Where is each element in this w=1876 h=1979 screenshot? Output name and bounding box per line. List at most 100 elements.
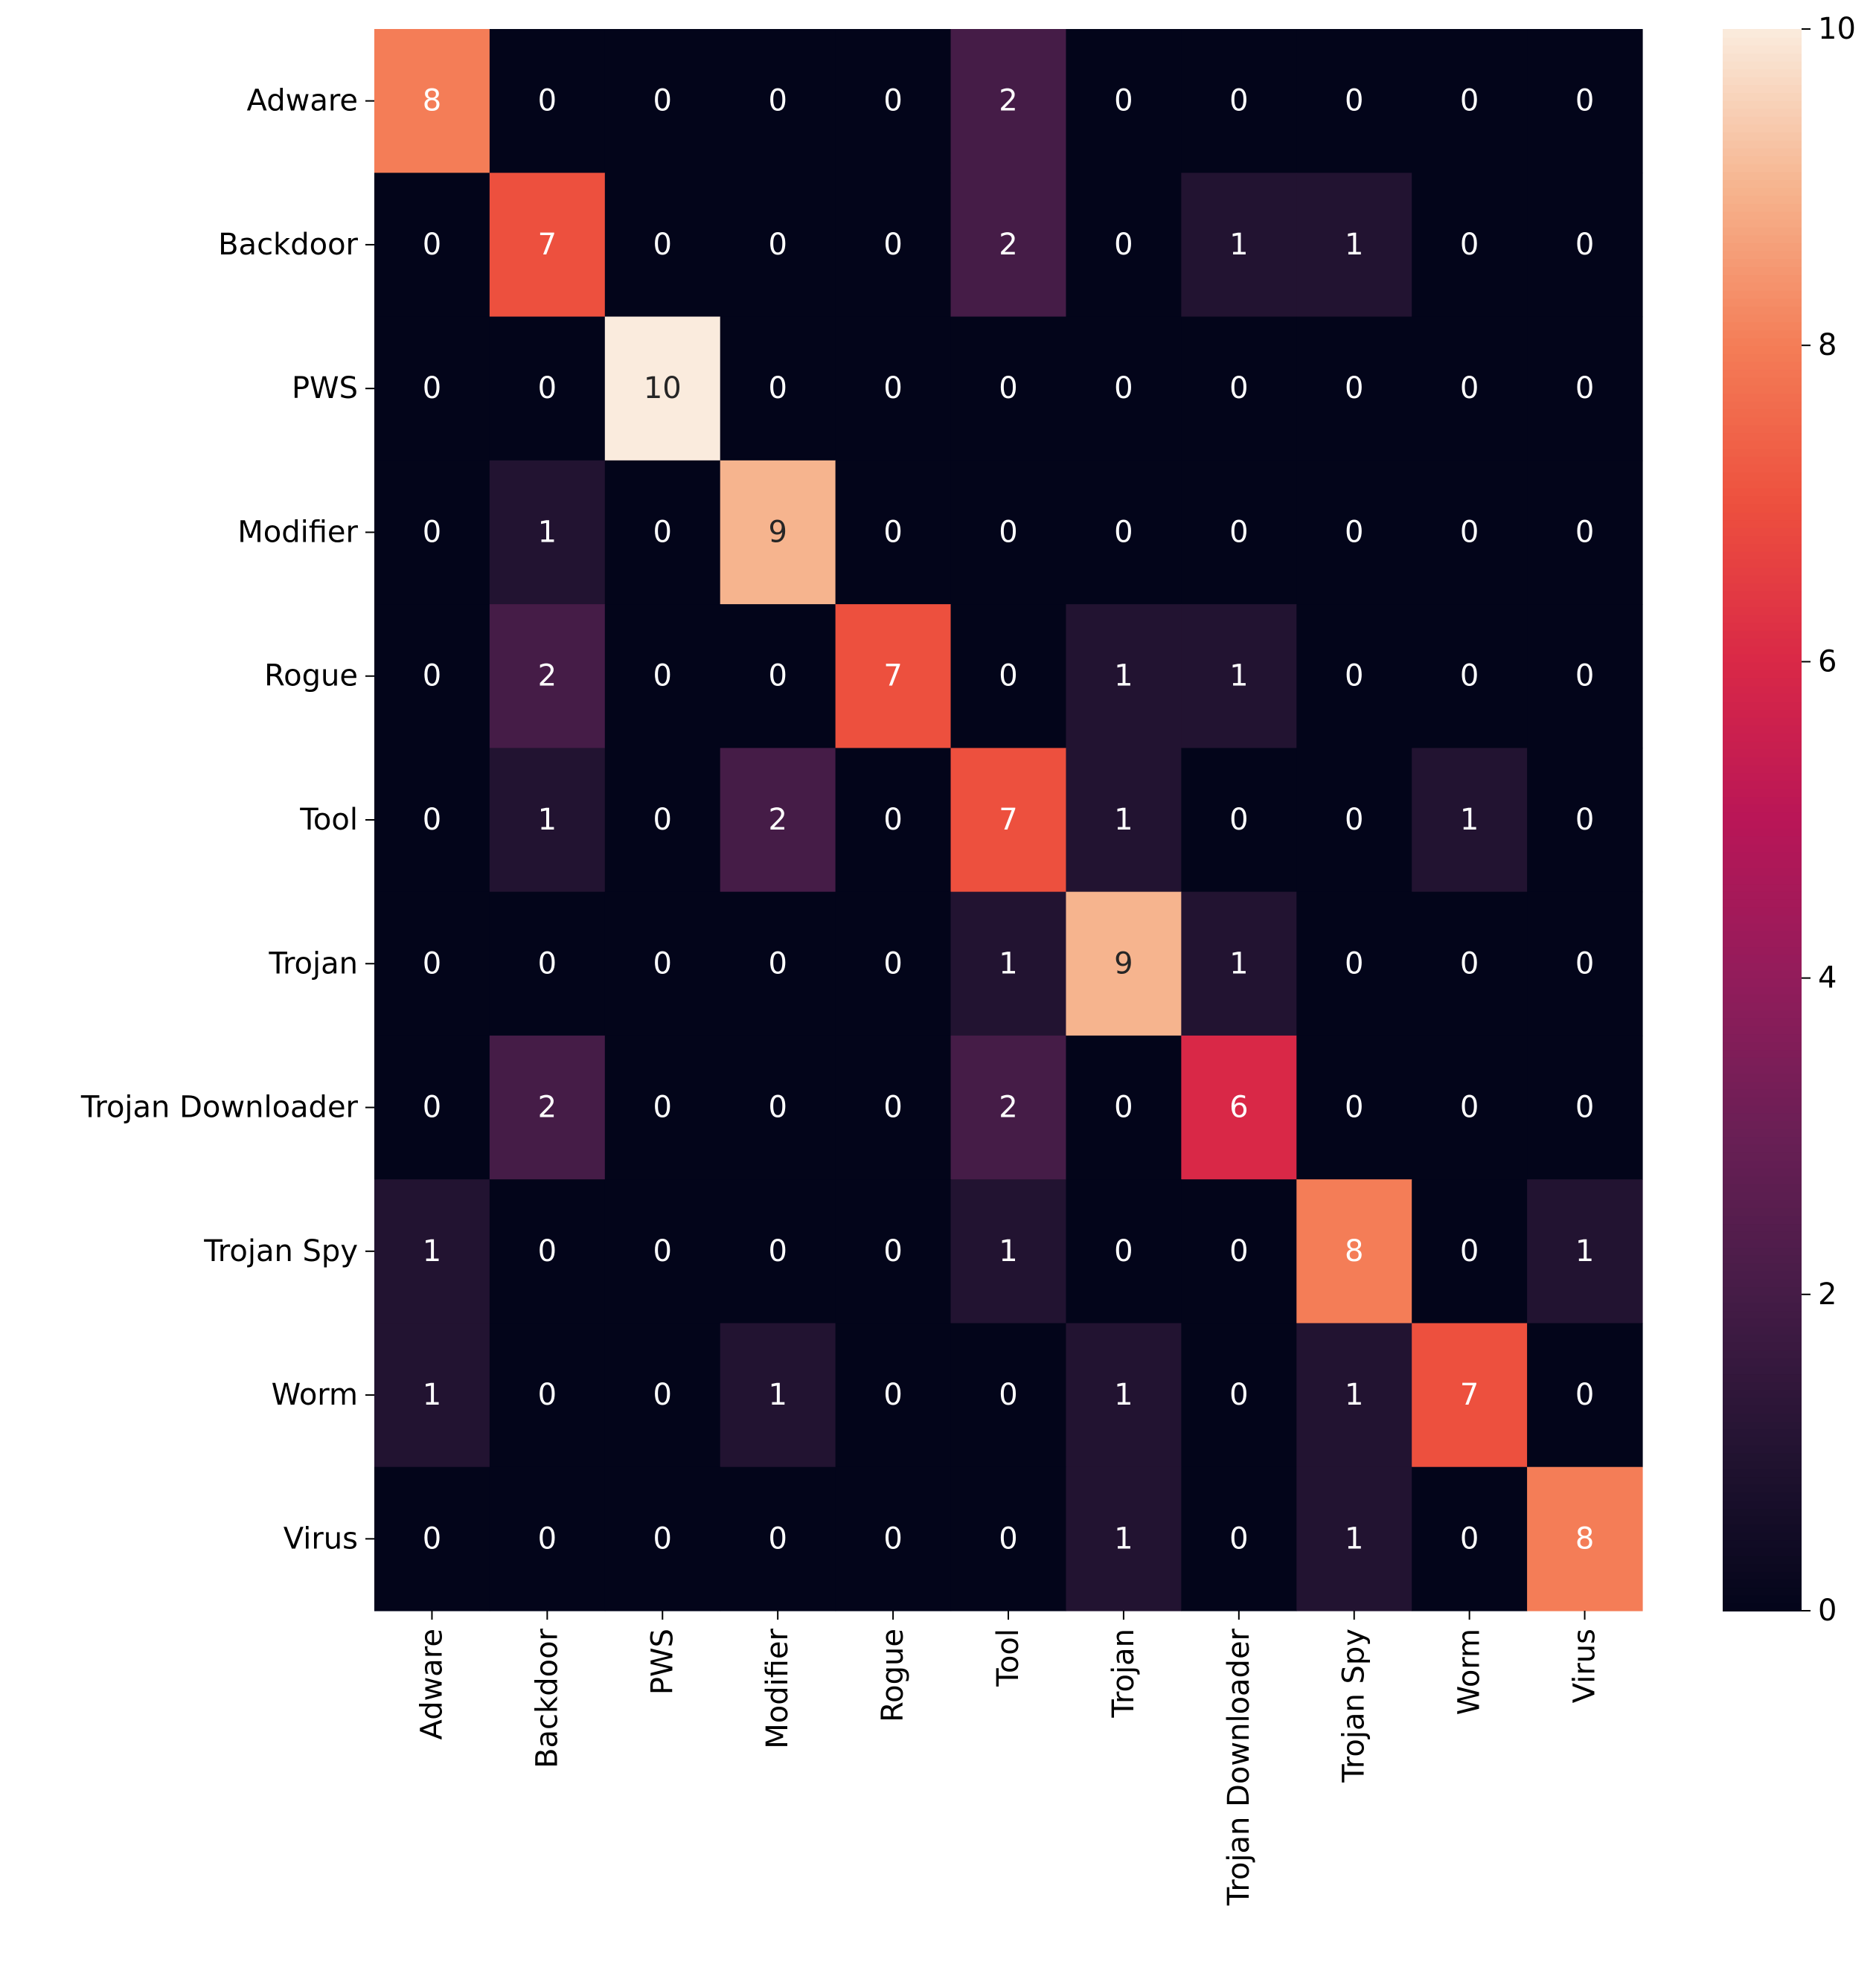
heatmap-cell — [1527, 1035, 1643, 1180]
colorbar-segment — [1723, 1041, 1802, 1051]
colorbar-segment — [1723, 780, 1802, 789]
colorbar-segment — [1723, 1254, 1802, 1264]
colorbar-segment — [1723, 923, 1802, 931]
y-tick-label: PWS — [292, 371, 358, 405]
colorbar-segment — [1723, 1587, 1802, 1596]
cell-value-label: 1 — [999, 1234, 1017, 1268]
colorbar-segment — [1723, 1365, 1802, 1375]
colorbar-segment — [1723, 1128, 1802, 1138]
colorbar-segment — [1723, 1563, 1802, 1572]
heatmap-cell — [374, 748, 490, 893]
colorbar-segment — [1723, 559, 1802, 568]
colorbar-segment — [1723, 1152, 1802, 1161]
colorbar-segment — [1723, 835, 1802, 844]
y-tick-label: Adware — [247, 84, 358, 118]
colorbar-segment — [1723, 1444, 1802, 1454]
cell-value-label: 0 — [423, 371, 441, 405]
heatmap-cell — [1066, 891, 1182, 1036]
colorbar-segment — [1723, 1484, 1802, 1493]
heatmap-cell — [1066, 173, 1182, 318]
colorbar-segment — [1723, 258, 1802, 267]
colorbar-segment — [1723, 1579, 1802, 1588]
heatmap-cell — [604, 1466, 721, 1611]
heatmap-cell — [1181, 173, 1297, 318]
cell-value-label: 0 — [1575, 659, 1594, 693]
cell-value-label: 1 — [768, 1378, 787, 1412]
colorbar-segment — [1723, 804, 1802, 813]
colorbar-segment — [1723, 52, 1802, 62]
heatmap-cell — [1296, 748, 1412, 893]
cell-value-label: 1 — [1229, 228, 1248, 262]
colorbar-segment — [1723, 1452, 1802, 1462]
colorbar-segment — [1723, 1175, 1802, 1184]
x-tick-label: Virus — [1568, 1629, 1602, 1703]
heatmap-cell — [1066, 460, 1182, 605]
colorbar-segment — [1723, 788, 1802, 798]
cell-value-label: 0 — [538, 84, 557, 118]
colorbar-segment — [1723, 574, 1802, 584]
heatmap-cell — [374, 1035, 490, 1180]
colorbar-segment — [1723, 590, 1802, 600]
heatmap-cell — [1412, 1466, 1528, 1611]
cell-value-label: 1 — [1345, 228, 1363, 262]
heatmap-cell — [1527, 173, 1643, 318]
heatmap-cell — [489, 748, 606, 893]
y-tick-label: Trojan Spy — [203, 1234, 358, 1268]
colorbar-segment — [1723, 899, 1802, 908]
colorbar-segment — [1723, 606, 1802, 615]
cell-value-label: 9 — [768, 515, 787, 549]
colorbar-segment — [1723, 353, 1802, 362]
heatmap-cell — [950, 29, 1067, 173]
y-tick-label: Trojan — [268, 946, 358, 981]
cell-value-label: 0 — [1575, 1091, 1594, 1125]
colorbar-segment — [1723, 1065, 1802, 1074]
heatmap-cell — [374, 1179, 490, 1324]
heatmap-cell — [950, 604, 1067, 748]
cell-value-label: 0 — [1460, 84, 1479, 118]
cell-value-label: 0 — [423, 1091, 441, 1125]
cell-value-label: 1 — [1460, 803, 1479, 837]
cell-value-label: 2 — [999, 228, 1017, 262]
heatmap-cell — [1412, 460, 1528, 605]
heatmap-cell — [1066, 29, 1182, 173]
cell-value-label: 0 — [1460, 1091, 1479, 1125]
x-tick-label: Trojan Downloader — [1222, 1628, 1256, 1906]
colorbar-segment — [1723, 1120, 1802, 1129]
colorbar-segment — [1723, 1088, 1802, 1098]
colorbar-segment — [1723, 1025, 1802, 1035]
cell-value-label: 1 — [423, 1378, 441, 1412]
colorbar-segment — [1723, 978, 1802, 987]
cell-value-label: 1 — [1345, 1378, 1363, 1412]
heatmap-cell — [720, 460, 836, 605]
colorbar-segment — [1723, 29, 1802, 38]
colorbar-segment — [1723, 282, 1802, 291]
cell-value-label: 0 — [883, 1521, 902, 1556]
heatmap-cell — [604, 173, 721, 318]
colorbar-segment — [1723, 1333, 1802, 1343]
colorbar-segment — [1723, 440, 1802, 449]
colorbar-segment — [1723, 938, 1802, 948]
colorbar-segment — [1723, 1492, 1802, 1501]
cell-value-label: 8 — [423, 84, 441, 118]
colorbar-segment — [1723, 369, 1802, 378]
cell-value-label: 0 — [653, 946, 672, 981]
colorbar-segment — [1723, 424, 1802, 434]
colorbar-tick-label: 0 — [1818, 1594, 1837, 1628]
cell-value-label: 0 — [1229, 371, 1248, 405]
cell-value-label: 0 — [1575, 84, 1594, 118]
colorbar-segment — [1723, 432, 1802, 441]
y-tick-label: Tool — [299, 803, 358, 837]
heatmap-cell — [835, 748, 952, 893]
cell-value-label: 0 — [423, 1521, 441, 1556]
colorbar-segment — [1723, 321, 1802, 330]
heatmap-cell — [1412, 29, 1528, 173]
cell-value-label: 0 — [653, 1234, 672, 1268]
colorbar-segment — [1723, 653, 1802, 663]
x-tick-label: Tool — [991, 1629, 1025, 1687]
colorbar-segment — [1723, 1428, 1802, 1438]
colorbar-segment — [1723, 614, 1802, 623]
colorbar-segment — [1723, 464, 1802, 473]
colorbar-segment — [1723, 400, 1802, 410]
heatmap-cell — [1181, 460, 1297, 605]
colorbar-segment — [1723, 1247, 1802, 1256]
